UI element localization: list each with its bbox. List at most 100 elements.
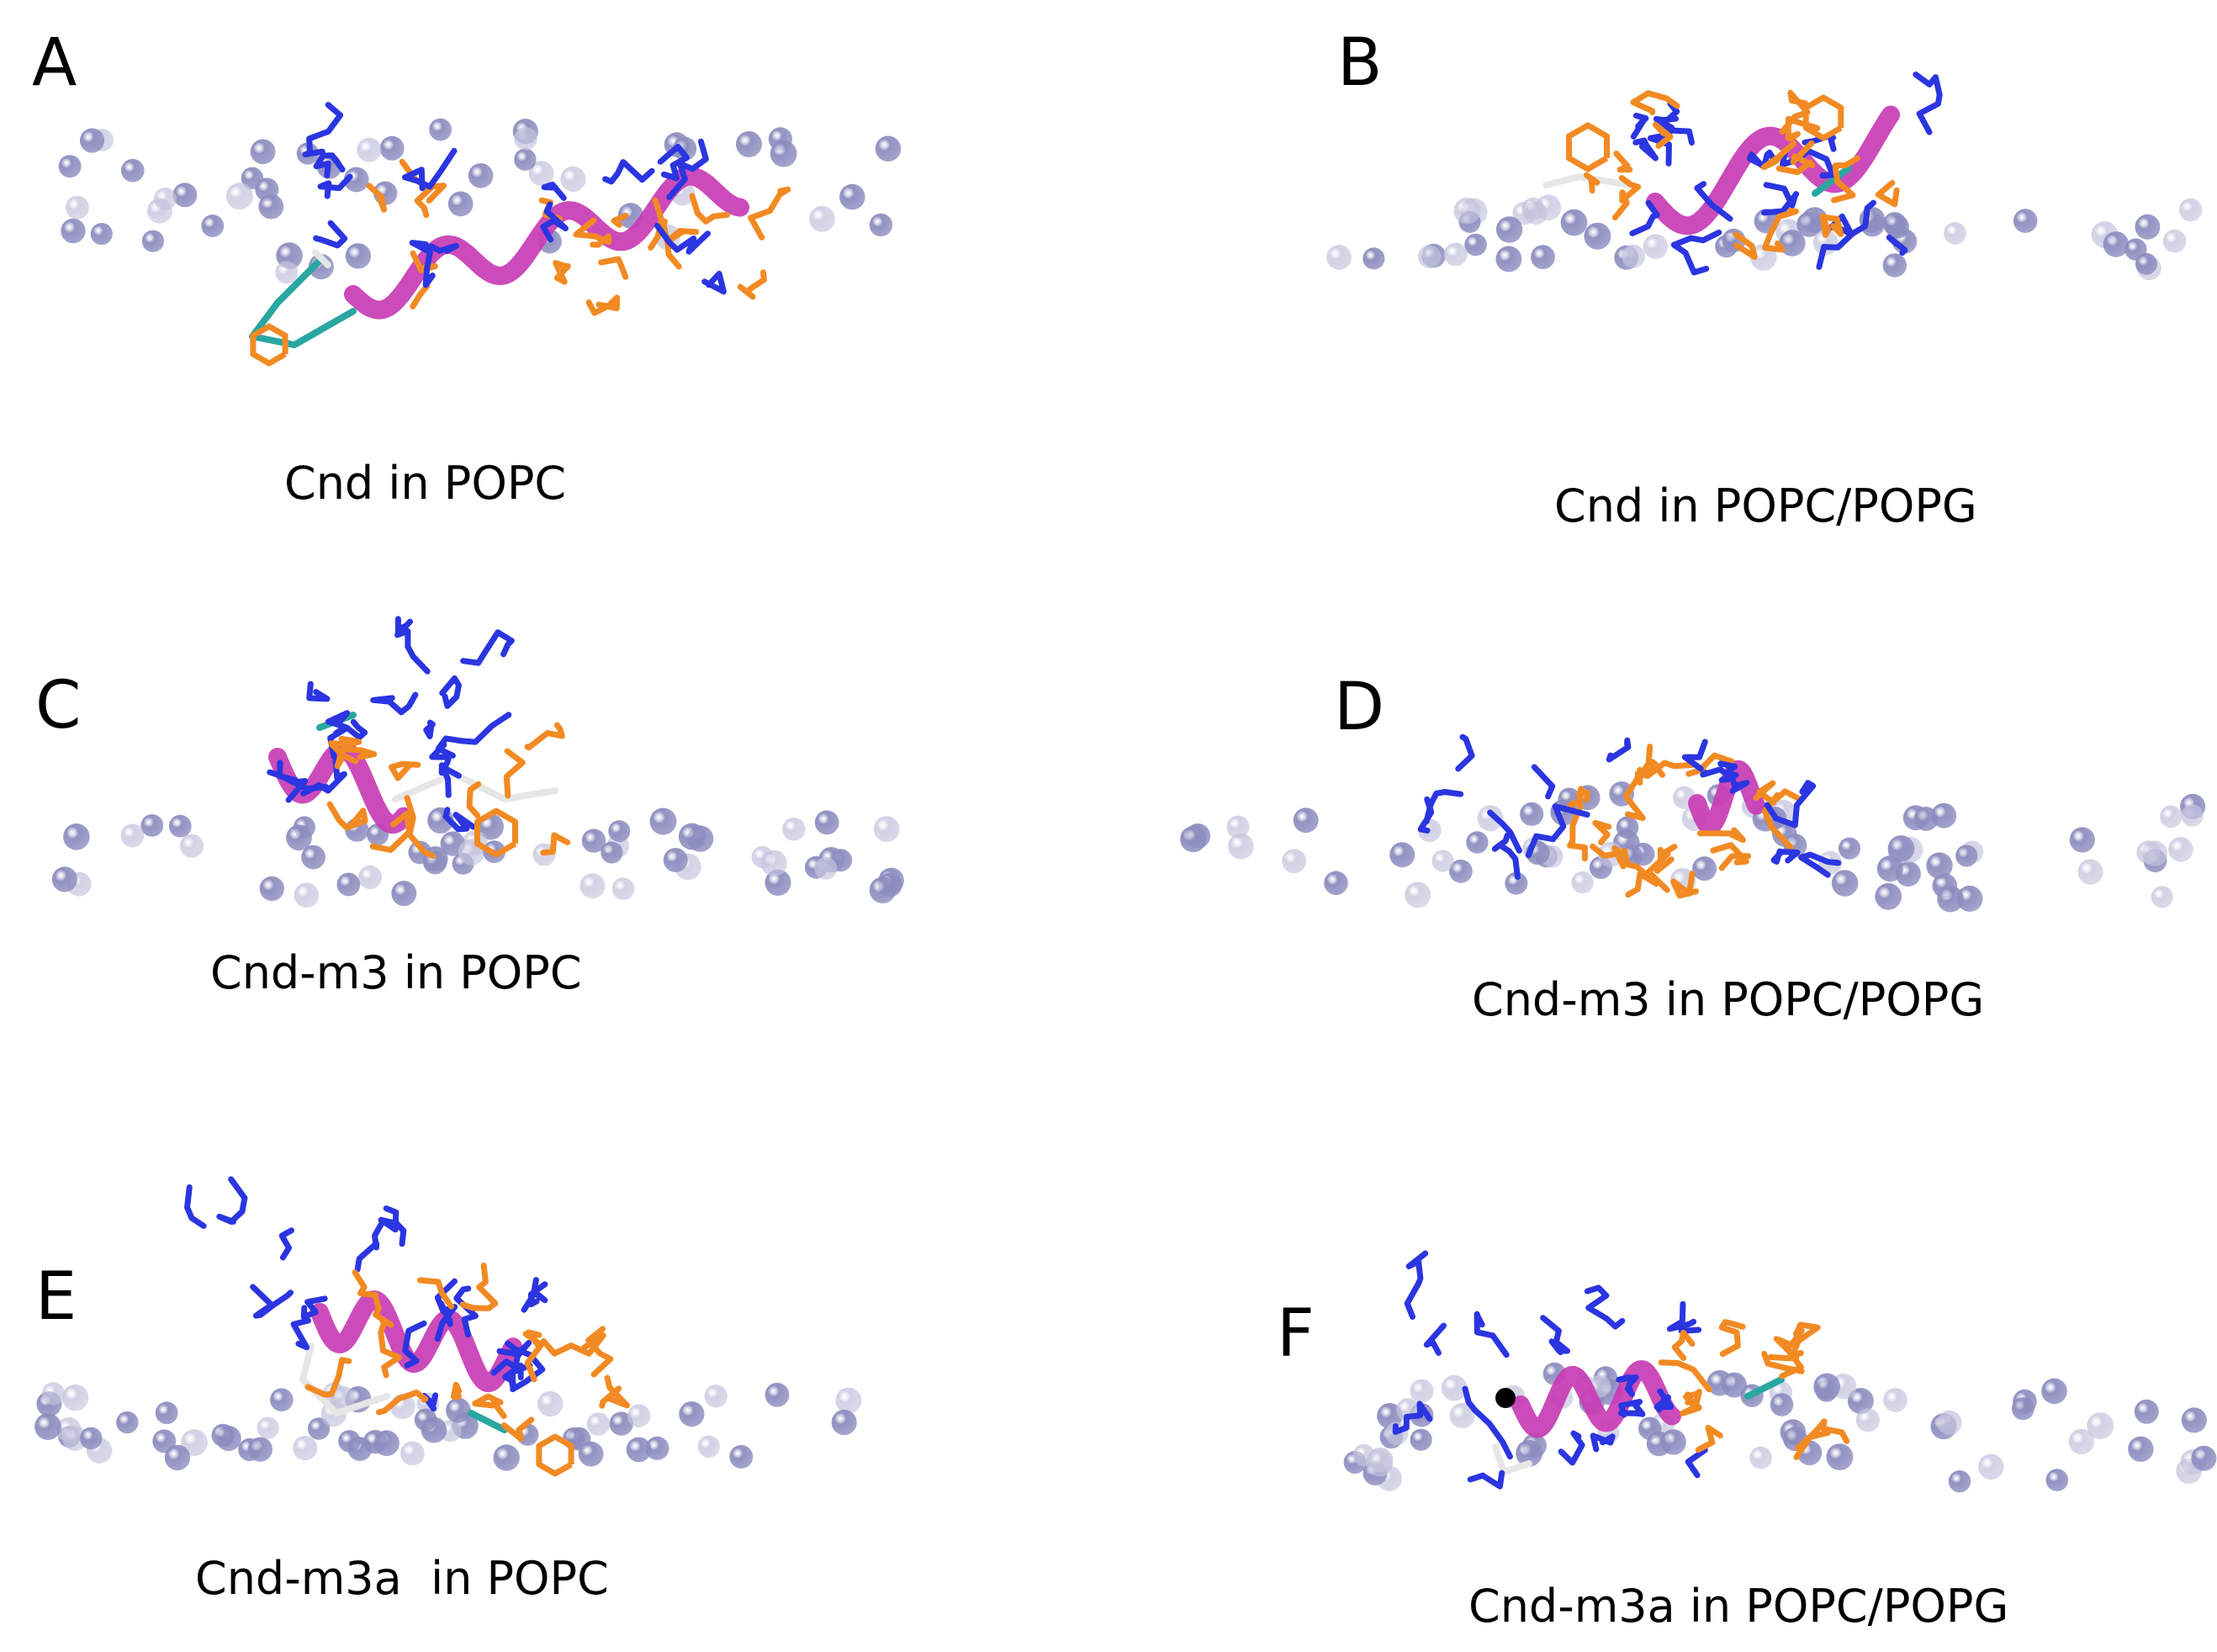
cationic-side-chain [1455,733,1475,772]
lipid-headgroup-bead [1228,833,1254,860]
hydrophobic-side-chain [664,228,700,244]
lipid-headgroup-bead [1937,885,1964,913]
lipid-headgroup-bead [2160,805,2183,829]
lipid-headgroup-bead [586,1412,611,1436]
lipid-headgroup-bead [626,1437,652,1463]
lipid-headgroup-bead [141,230,164,252]
hydrophobic-side-chain [378,1318,402,1379]
lipid-headgroup-bead [1770,1393,1794,1416]
lipid-headgroup-bead [2162,229,2187,253]
panel-a-letter: A [32,25,77,101]
coil-segment [299,1342,390,1416]
lipid-headgroup-bead [2191,1445,2217,1471]
lipid-headgroup-bead [1443,242,1468,267]
panel-f: F Cnd-m3a in POPC/POPG [1108,1093,2217,1640]
hydrophobic-side-chain [737,269,767,300]
lipid-headgroup-bead [2045,1469,2069,1491]
lipid-headgroup-bead [121,158,145,183]
hydrophobic-side-chain [1583,172,1601,194]
cationic-side-chain [1632,137,1659,161]
hydrophobic-side-chain [352,1269,394,1328]
lipid-headgroup-bead [2068,1428,2095,1455]
cationic-side-chain [1558,1430,1585,1466]
lipid-headgroup-bead [330,1385,356,1411]
hydrophobic-side-chain [304,1357,352,1398]
lipid-headgroup-bead [1660,1429,1686,1455]
cationic-side-chain [438,1300,453,1327]
hydrophobic-side-chain [1831,155,1860,204]
cationic-side-chain [1616,1374,1639,1397]
lipid-headgroup-bead [2151,886,2173,908]
lipid-headgroup-bead [1466,831,1489,854]
lipid-headgroup-bead [1449,859,1473,883]
lipid-headgroup-bead [1876,855,1903,882]
lipid-headgroup-bead [51,866,77,892]
cationic-side-chain [460,629,515,666]
cationic-side-chain [1798,851,1842,878]
lipid-headgroup-bead [1882,253,1907,278]
lipid-headgroup-bead [831,1409,857,1436]
lipid-headgroup-bead [1282,849,1307,874]
lipid-headgroup-bead [164,1444,191,1471]
cationic-side-chain [313,152,346,179]
lipid-headgroup-bead [1464,233,1487,257]
lipid-headgroup-bead [429,118,452,141]
lipid-headgroup-bead [1796,211,1823,237]
lipid-headgroup-bead [1937,1410,1962,1436]
lipid-headgroup-bead [61,218,86,244]
lipid-headgroup-bead [1293,807,1319,834]
lipid-headgroup-bead [1326,245,1352,270]
cationic-side-chain [302,102,344,158]
lipid-headgroup-bead [1813,1373,1841,1400]
hydrophobic-side-chain [1761,1351,1805,1374]
lipid-headgroup-bead [608,820,631,843]
panel-e-letter: E [35,1259,77,1335]
hydrophobic-side-chain [1645,844,1678,893]
coil-segment [249,257,357,348]
lipid-headgroup-bead [609,1411,633,1436]
lipid-headgroup-bead [809,205,835,232]
lipid-headgroup-bead [79,128,105,153]
lipid-headgroup-bead [1324,871,1348,896]
lipid-headgroup-bead [2103,231,2130,257]
hydrophobic-side-chain [540,1337,592,1357]
lipid-headgroup-bead [1516,1439,1542,1467]
cationic-side-chain [1606,737,1632,763]
cationic-side-chain [306,680,331,702]
lipid-headgroup-bead [514,127,537,151]
lipid-headgroup-bead [294,882,320,908]
cationic-side-chain [290,1317,311,1351]
lipid-headgroup-bead [814,856,838,880]
aromatic-ring [1566,122,1610,172]
lipid-headgroup-bead [1584,222,1611,250]
hydrophobic-side-chain [1567,789,1590,808]
hydrophobic-side-chain [1733,231,1758,260]
lipid-headgroup-bead [270,1388,294,1411]
hydrophobic-side-chain [1875,179,1900,208]
coil-segment [468,1410,508,1433]
coil-segment [312,249,331,268]
lipid-headgroup-bead [1622,244,1645,268]
lipid-headgroup-bead [1887,835,1915,862]
hydrophobic-side-chain [573,217,612,248]
cationic-side-chain [423,719,436,739]
lipid-headgroup-bead [468,163,494,188]
lipid-headgroup-bead [1531,245,1555,269]
lipid-headgroup-bead [578,1441,604,1467]
helix-ribbon [310,1290,522,1393]
cationic-side-chain [541,181,567,201]
hydrophobic-side-chain [522,1329,544,1383]
lipid-headgroup-bead [679,1401,705,1427]
cationic-side-chain [354,1219,385,1273]
cationic-side-chain [602,159,655,185]
panel-d-caption: Cnd-m3 in POPC/POPG [1472,973,1985,1026]
cationic-side-chain [1584,1284,1626,1330]
hydrophobic-side-chain [334,746,378,770]
cationic-side-chain [1487,809,1522,854]
hydrophobic-side-chain [540,832,571,856]
coil-segment [1812,165,1852,197]
lipid-headgroup-bead [155,1401,178,1425]
lipid-headgroup-bead [2135,252,2157,275]
hydrophobic-side-chain [1592,819,1612,845]
cationic-side-chain [505,1340,546,1393]
